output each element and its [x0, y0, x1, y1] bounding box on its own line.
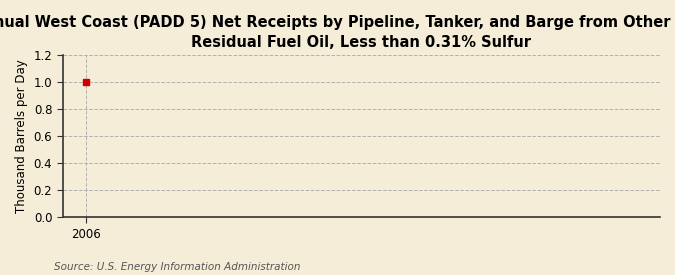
Title: Annual West Coast (PADD 5) Net Receipts by Pipeline, Tanker, and Barge from Othe: Annual West Coast (PADD 5) Net Receipts …	[0, 15, 675, 50]
Text: Source: U.S. Energy Information Administration: Source: U.S. Energy Information Administ…	[54, 262, 300, 272]
Y-axis label: Thousand Barrels per Day: Thousand Barrels per Day	[15, 59, 28, 213]
